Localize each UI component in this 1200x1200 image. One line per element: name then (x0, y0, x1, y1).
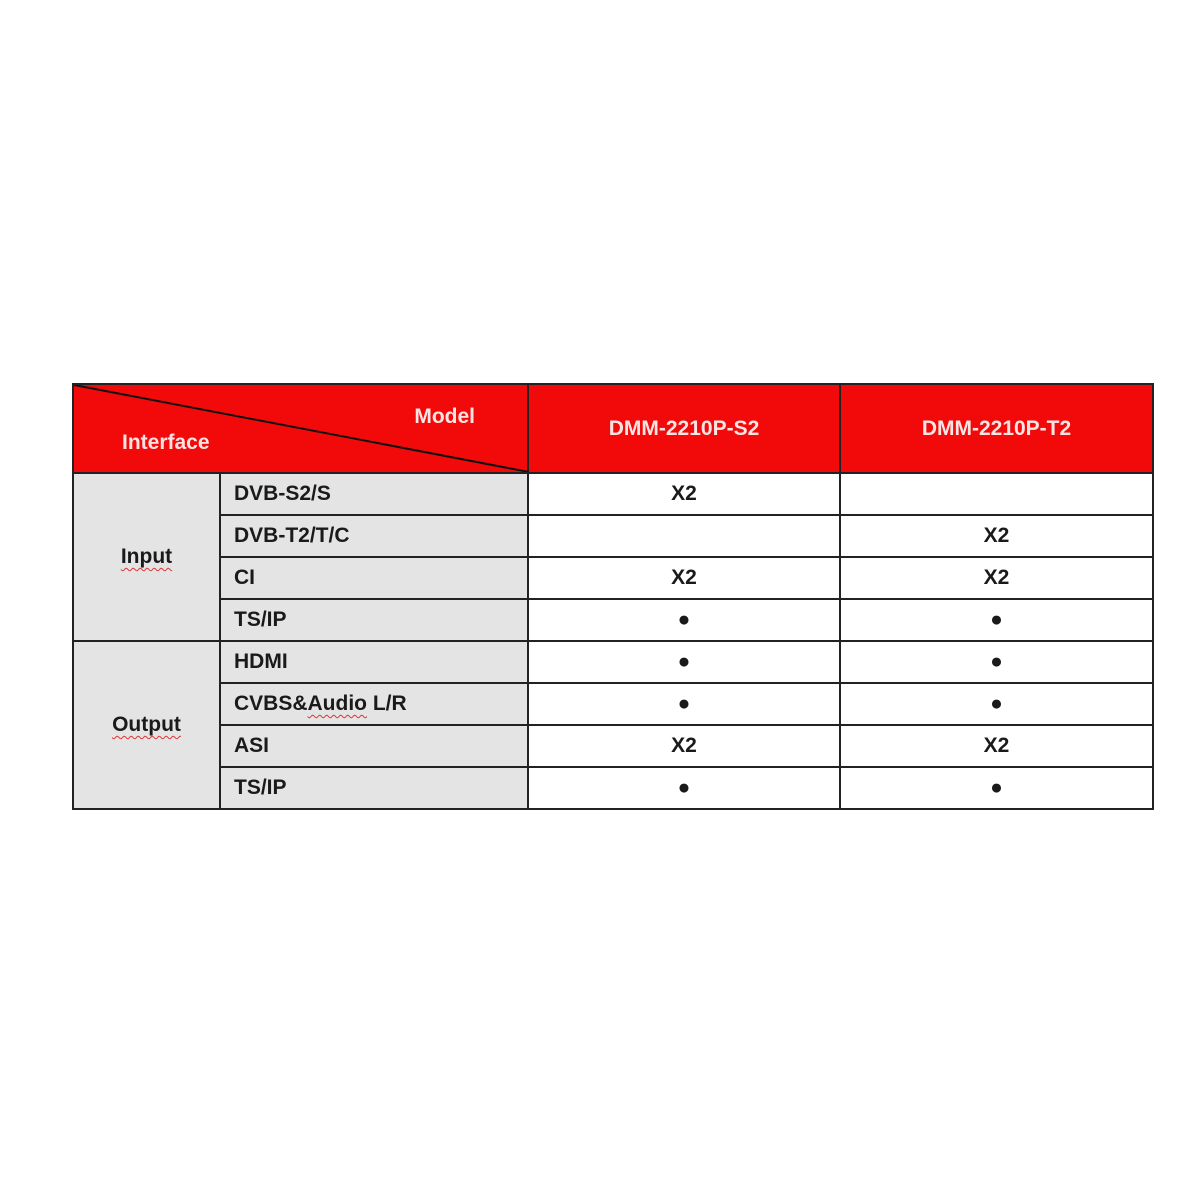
cell-value: ● (527, 598, 841, 642)
table-row: Input DVB-S2/S X2 (72, 472, 1154, 642)
cell-value: X2 (527, 556, 841, 600)
cell-value: ● (839, 640, 1154, 684)
header-row: Model Interface DMM-2210P-S2 DMM-2210P-T… (72, 383, 1154, 474)
cell-value (839, 472, 1154, 516)
row-label-part: CVBS& (234, 692, 308, 715)
table-row: CI X2 X2 (73, 556, 1154, 600)
model-label: Model (414, 405, 475, 428)
cell-value (527, 514, 841, 558)
row-label: HDMI (219, 640, 529, 684)
table-row: ASI X2 X2 (73, 724, 1154, 768)
row-label: ASI (219, 724, 529, 768)
row-label: DVB-S2/S (219, 472, 529, 516)
row-label: TS/IP (219, 766, 529, 810)
cell-value: ● (527, 682, 841, 726)
model-header-s2: DMM-2210P-S2 (527, 383, 841, 474)
group-label: Output (112, 713, 181, 736)
cell-value: ● (839, 766, 1154, 810)
interface-model-table: Model Interface DMM-2210P-S2 DMM-2210P-T… (72, 383, 1154, 810)
table-row: TS/IP ● ● (73, 766, 1154, 810)
table-row: Output HDMI ● ● (72, 640, 1154, 810)
cell-value: ● (527, 766, 841, 810)
group-input: Input (72, 472, 221, 642)
cell-value: ● (527, 640, 841, 684)
diagonal-divider (74, 385, 529, 472)
cell-value: X2 (839, 724, 1154, 768)
diagonal-header-cell: Model Interface (72, 383, 529, 474)
row-label: CI (219, 556, 529, 600)
row-label-part: L/R (367, 692, 407, 715)
group-label: Input (120, 545, 173, 568)
cell-value: X2 (527, 472, 841, 516)
row-label-part: Audio (307, 692, 367, 715)
cell-value: ● (839, 682, 1154, 726)
cell-value: ● (839, 598, 1154, 642)
row-label: TS/IP (219, 598, 529, 642)
row-label: DVB-T2/T/C (219, 514, 529, 558)
row-label: CVBS&Audio L/R (219, 682, 529, 726)
cell-value: X2 (839, 556, 1154, 600)
table-row: DVB-T2/T/C X2 (73, 514, 1154, 558)
cell-value: X2 (527, 724, 841, 768)
interface-label: Interface (122, 431, 210, 454)
table-row: TS/IP ● ● (73, 598, 1154, 642)
cell-value: X2 (839, 514, 1154, 558)
model-header-t2: DMM-2210P-T2 (839, 383, 1154, 474)
group-output: Output (72, 640, 221, 810)
table-row: CVBS&Audio L/R ● ● (73, 682, 1154, 726)
